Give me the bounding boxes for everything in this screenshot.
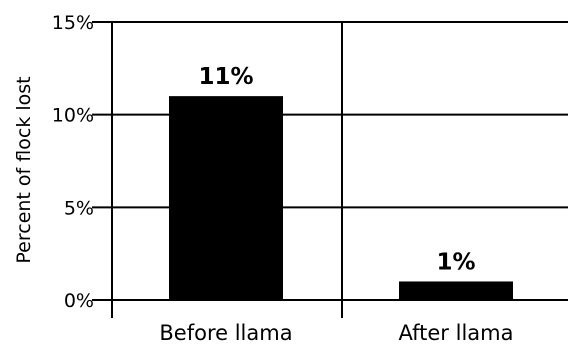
y-axis-title: Percent of flock lost bbox=[13, 76, 35, 263]
y-tick-label-5: 5% bbox=[64, 197, 94, 219]
data-label-before-llama: 11% bbox=[198, 64, 253, 90]
y-tick-labels: 0% 5% 10% 15% bbox=[52, 12, 94, 312]
bar-after-llama bbox=[399, 281, 513, 300]
bar-before-llama bbox=[169, 96, 283, 300]
data-labels: 11% 1% bbox=[198, 64, 475, 275]
y-tick-label-0: 0% bbox=[64, 290, 94, 312]
axes bbox=[92, 21, 343, 318]
category-labels: Before llama After llama bbox=[159, 321, 513, 345]
y-tick-label-10: 10% bbox=[52, 105, 94, 127]
y-tick-label-15: 15% bbox=[52, 12, 94, 34]
data-label-after-llama: 1% bbox=[436, 249, 475, 275]
bars bbox=[169, 96, 513, 300]
category-label-before-llama: Before llama bbox=[159, 321, 292, 345]
category-label-after-llama: After llama bbox=[399, 321, 514, 345]
